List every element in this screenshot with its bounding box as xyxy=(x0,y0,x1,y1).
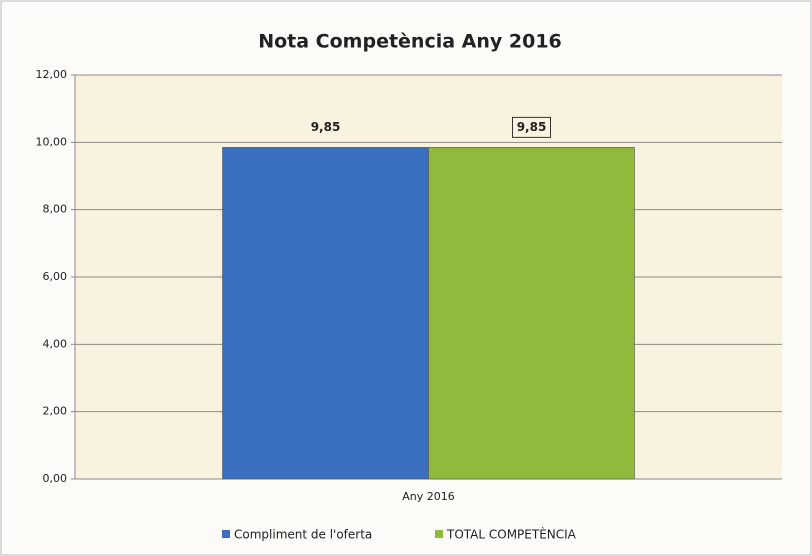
data-label: 9,85 xyxy=(517,120,547,134)
bar xyxy=(222,147,429,480)
chart-title: Nota Competència Any 2016 xyxy=(258,31,562,53)
legend-label: Compliment de l'oferta xyxy=(234,528,372,542)
y-tick-label: 2,00 xyxy=(43,405,68,418)
data-label: 9,85 xyxy=(311,120,341,134)
x-tick-label: Any 2016 xyxy=(402,490,455,503)
y-tick-label: 4,00 xyxy=(43,337,68,350)
legend-swatch xyxy=(435,530,443,538)
legend-swatch xyxy=(222,530,230,538)
bar xyxy=(428,147,635,480)
y-tick-label: 8,00 xyxy=(43,203,68,216)
data-label-box xyxy=(512,116,551,138)
legend-label: TOTAL COMPETÈNCIA xyxy=(446,527,577,542)
y-tick-label: 12,00 xyxy=(36,68,68,81)
y-tick-label: 6,00 xyxy=(43,270,68,283)
y-tick-label: 10,00 xyxy=(36,135,68,148)
y-tick-label: 0,00 xyxy=(43,472,68,485)
